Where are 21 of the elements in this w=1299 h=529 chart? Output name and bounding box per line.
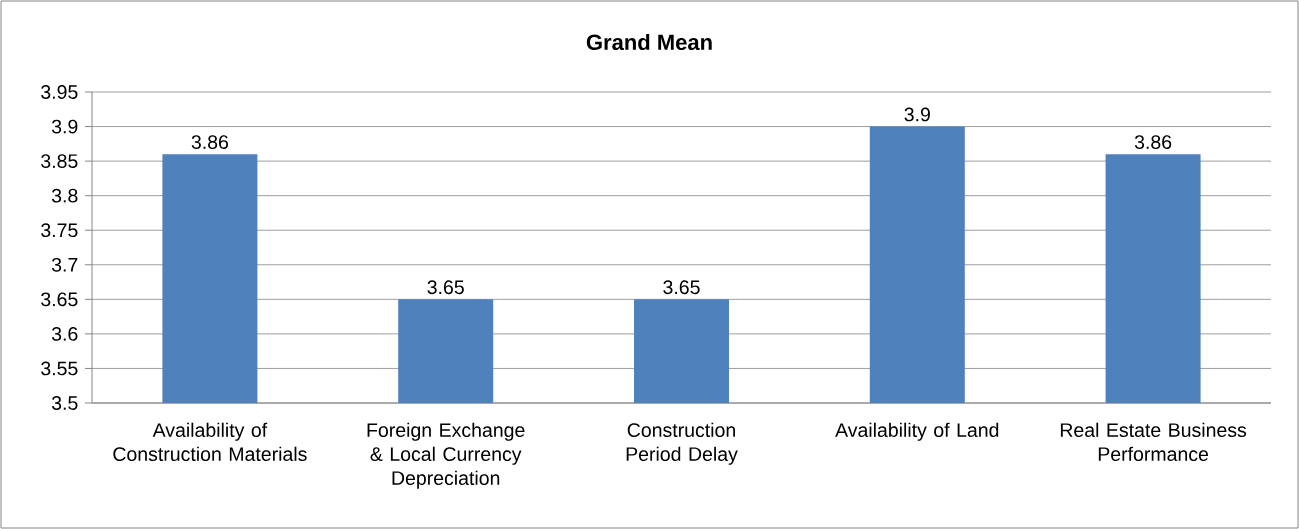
y-tick-label: 3.9 xyxy=(51,119,78,134)
y-tick-label: 3.7 xyxy=(51,257,78,272)
y-tick-label: 3.5 xyxy=(51,396,78,410)
y-tick-label: 3.55 xyxy=(41,361,78,376)
data-label: 3.9 xyxy=(904,107,930,122)
x-tick-label: Availability of Construction Materials xyxy=(113,422,307,462)
data-label: 3.65 xyxy=(427,280,464,295)
x-tick-label: Real Estate Business Performance xyxy=(1060,422,1247,462)
data-label: 3.86 xyxy=(191,135,229,149)
data-label: 3.65 xyxy=(663,280,700,295)
y-tick-label: 3.6 xyxy=(51,326,78,341)
chart-title: Grand Mean xyxy=(586,33,712,51)
y-tick-label: 3.75 xyxy=(41,223,78,238)
x-tick-label: Availability of Land xyxy=(835,422,999,441)
y-tick-label: 3.85 xyxy=(41,154,78,169)
y-tick-label: 3.8 xyxy=(51,188,78,203)
data-label: 3.86 xyxy=(1134,135,1172,149)
x-tick-label: Foreign Exchange & Local Currency Depreciation xyxy=(367,422,525,489)
y-tick-label: 3.65 xyxy=(41,292,78,307)
x-tick-label: Construction Period Delay xyxy=(626,422,738,465)
y-tick-label: 3.95 xyxy=(41,85,78,99)
